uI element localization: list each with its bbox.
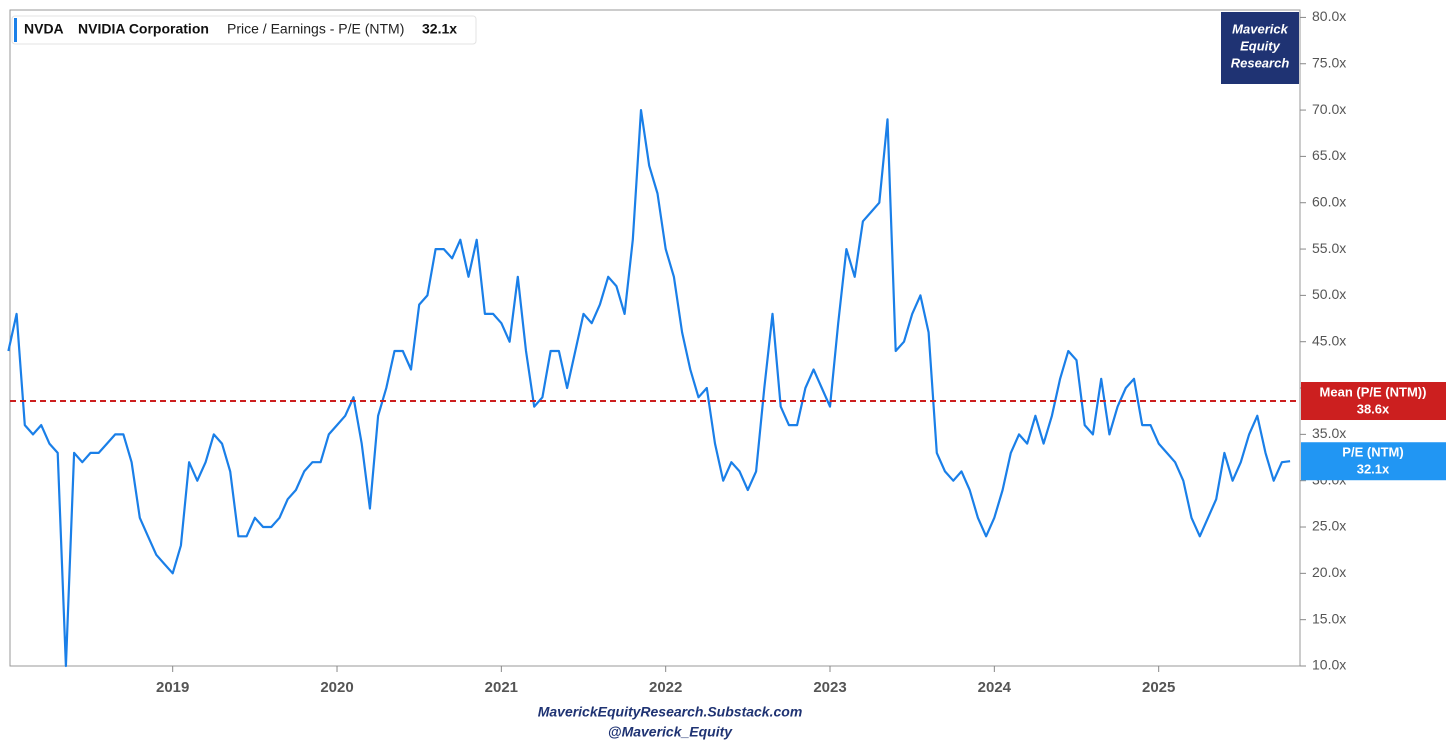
watermark-box bbox=[1221, 12, 1299, 84]
watermark: Equity bbox=[1240, 38, 1280, 53]
y-tick-label: 70.0x bbox=[1312, 101, 1346, 117]
x-tick-label: 2020 bbox=[320, 679, 353, 696]
x-tick-label: 2023 bbox=[813, 679, 846, 696]
mean-badge-name: Mean (P/E (NTM)) bbox=[1320, 384, 1427, 399]
last-badge-value: 32.1x bbox=[1357, 462, 1390, 477]
y-tick-label: 15.0x bbox=[1312, 610, 1346, 626]
header-swatch bbox=[14, 18, 17, 42]
y-tick-label: 20.0x bbox=[1312, 564, 1346, 580]
line bbox=[7, 109, 1291, 668]
mean-badge bbox=[1301, 382, 1446, 421]
last-badge bbox=[1301, 442, 1446, 481]
watermark: Maverick bbox=[1232, 21, 1288, 36]
y-tick-label: 55.0x bbox=[1312, 240, 1346, 256]
x-tick-label: 2019 bbox=[156, 679, 189, 696]
header-value: 32.1x bbox=[422, 21, 457, 37]
y-tick-label: 75.0x bbox=[1312, 54, 1346, 70]
y-tick-label: 80.0x bbox=[1312, 8, 1346, 24]
legend-label: Price / Earnings - P/E (NTM) bbox=[227, 21, 404, 37]
footer: @Maverick_Equity bbox=[608, 724, 733, 740]
footer: MaverickEquityResearch.Substack.com bbox=[538, 704, 803, 720]
x-tick-label: 2025 bbox=[1142, 679, 1175, 696]
y-tick-label: 45.0x bbox=[1312, 332, 1346, 348]
y-tick-label: 60.0x bbox=[1312, 193, 1346, 209]
y-tick-label: 65.0x bbox=[1312, 147, 1346, 163]
watermark: Research bbox=[1231, 55, 1290, 70]
y-tick-label: 25.0x bbox=[1312, 518, 1346, 534]
x-tick-label: 2021 bbox=[485, 679, 518, 696]
mean-badge-value: 38.6x bbox=[1357, 401, 1390, 416]
header-box bbox=[11, 15, 477, 45]
x-tick-label: 2024 bbox=[978, 679, 1012, 696]
ticker: NVDA bbox=[24, 21, 64, 37]
y-tick-label: 35.0x bbox=[1312, 425, 1346, 441]
last-badge-name: P/E (NTM) bbox=[1342, 445, 1403, 460]
y-tick-label: 50.0x bbox=[1312, 286, 1346, 302]
x-tick-label: 2022 bbox=[649, 679, 682, 696]
plot-frame bbox=[9, 9, 1301, 667]
y-tick-label: 10.0x bbox=[1312, 657, 1346, 673]
company: NVIDIA Corporation bbox=[78, 21, 209, 37]
